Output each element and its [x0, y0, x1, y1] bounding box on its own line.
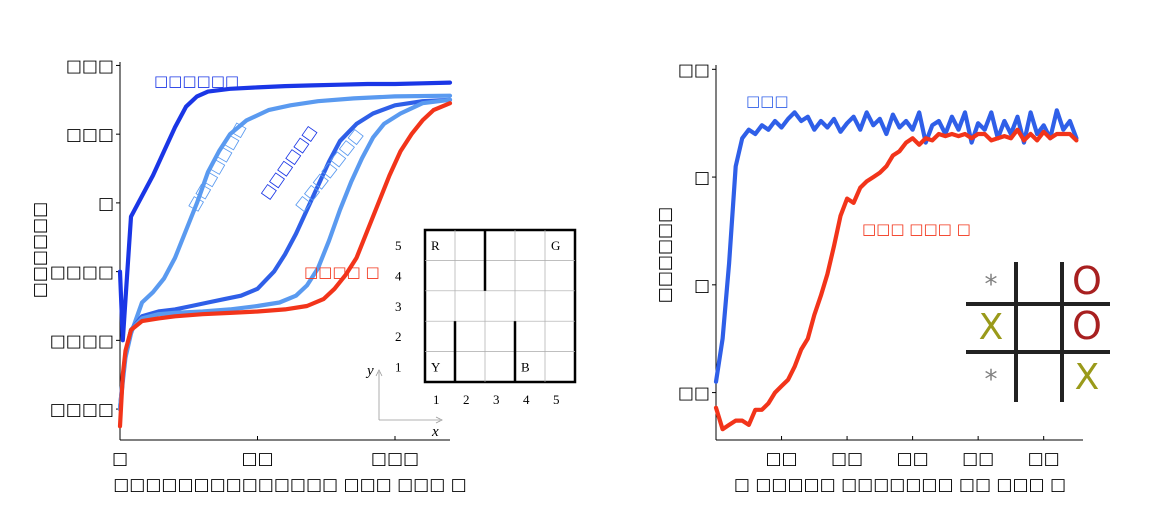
- ttt-marks: * OX O* X: [979, 259, 1102, 398]
- taxi-row-label: 3: [395, 299, 402, 314]
- ttt-mark-x: X: [979, 307, 1004, 348]
- ttt-mark-x: X: [1075, 357, 1100, 398]
- left-series: [117, 80, 453, 429]
- series-line-1: [713, 108, 1079, 384]
- taxi-location-Y: Y: [431, 360, 441, 375]
- right-chart: □□□□□□ □□ □□ □□ □□ □□ □□□□□□ □ □□□□□ □□□□□□□…: [655, 60, 1110, 495]
- right-series: [713, 108, 1079, 432]
- taxi-row-label: 2: [395, 329, 402, 344]
- y-tick-label: □: [694, 168, 710, 188]
- right-x-ticks: □□ □□ □□ □□ □□: [765, 436, 1060, 469]
- x-tick-label: □□: [962, 449, 994, 469]
- curve-label-1: □□□□□□: [154, 72, 239, 90]
- taxi-row-label: 4: [395, 268, 402, 283]
- taxi-col-label: 5: [553, 392, 560, 407]
- taxi-col-label: 3: [493, 392, 500, 407]
- ttt-mark-star: *: [985, 270, 998, 300]
- taxi-col-label: 2: [463, 392, 470, 407]
- right-y-ticks: □□□□□□: [678, 60, 716, 404]
- taxi-grid-background: [423, 228, 577, 384]
- y-tick-label: □□□□: [50, 263, 114, 283]
- taxi-y-arrowhead: [375, 369, 383, 377]
- right-curve-label-1: □□□: [746, 92, 789, 110]
- x-tick-label: □□: [1028, 449, 1060, 469]
- ttt-mark-o: O: [1072, 304, 1102, 348]
- y-tick-label: □□□□: [50, 331, 114, 351]
- x-tick-label: □□: [241, 449, 273, 469]
- left-x-axis-title: □□□□□□□□□□□□□□ □□□ □□□ □: [113, 475, 467, 495]
- y-tick-label: □□□□: [50, 400, 114, 420]
- left-y-axis-title: □□□□□□: [30, 202, 50, 298]
- taxi-grid-inset: R G Y B 5 4 3 2 1 1 2 3 4 5 y x: [365, 228, 577, 440]
- taxi-walls: [453, 230, 517, 382]
- ttt-mark-star: *: [985, 365, 998, 395]
- x-tick-label: □□: [765, 449, 797, 469]
- curve-label-2: □□□□□□□: [184, 119, 249, 214]
- left-x-ticks: □ □□ □□□: [112, 436, 419, 469]
- series-line-5: [117, 101, 453, 429]
- taxi-row-label: 5: [395, 238, 402, 253]
- right-curve-label-2: □□□ □□□ □: [862, 220, 971, 238]
- left-chart: □□□□□□□□□□□□□□□□□□□ □ □□ □□□ □□□□□□ □□□□□□…: [30, 56, 577, 495]
- y-tick-label: □: [694, 276, 710, 296]
- series-line-1: [117, 80, 453, 343]
- taxi-row-labels: 5 4 3 2 1: [395, 238, 402, 375]
- taxi-y-axis-label: y: [365, 363, 374, 379]
- x-tick-label: □□□: [371, 449, 419, 469]
- series-line-2: [713, 127, 1079, 432]
- taxi-location-G: G: [551, 238, 560, 253]
- taxi-col-label: 1: [433, 392, 440, 407]
- taxi-col-label: 4: [523, 392, 530, 407]
- taxi-location-B: B: [521, 360, 530, 375]
- x-tick-label: □: [112, 449, 128, 469]
- taxi-row-label: 1: [395, 360, 402, 375]
- tic-tac-toe-inset: * OX O* X: [966, 259, 1110, 402]
- taxi-x-arrowhead: [435, 416, 443, 424]
- y-tick-label: □□□: [66, 125, 114, 145]
- taxi-x-axis-label: x: [431, 424, 439, 440]
- taxi-location-R: R: [431, 238, 440, 253]
- y-tick-label: □□□: [66, 56, 114, 76]
- right-x-axis-title: □ □□□□□ □□□□□□□ □□ □□□ □: [734, 475, 1066, 495]
- y-tick-label: □□: [678, 60, 710, 80]
- curve-label-5: □□□□ □: [304, 263, 380, 281]
- taxi-col-labels: 1 2 3 4 5: [433, 392, 560, 407]
- y-tick-label: □: [98, 194, 114, 214]
- left-y-ticks: □□□□□□□□□□□□□□□□□□□: [50, 56, 120, 420]
- x-tick-label: □□: [831, 449, 863, 469]
- taxi-gridlines: [425, 230, 575, 382]
- right-y-axis-title: □□□□□□: [655, 207, 675, 303]
- x-tick-label: □□: [897, 449, 929, 469]
- y-tick-label: □□: [678, 384, 710, 404]
- taxi-cell-labels: R G Y B: [431, 238, 560, 375]
- ttt-mark-o: O: [1072, 259, 1102, 303]
